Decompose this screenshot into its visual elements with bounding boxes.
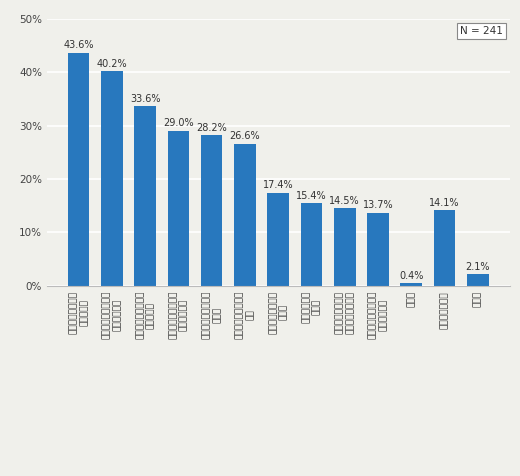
Bar [301, 204, 322, 286]
Text: 29.0%: 29.0% [163, 119, 194, 129]
Text: 専門知識がなくても
投賄ができる: 専門知識がなくても 投賄ができる [102, 291, 122, 339]
Bar [267, 193, 289, 286]
Text: 海外投賄が手軽に
できる: 海外投賄が手軽に できる [268, 291, 288, 334]
Text: 14.5%: 14.5% [329, 196, 360, 206]
Bar [467, 274, 489, 286]
Text: 比較的高い利回りが
期待できる: 比較的高い利回りが 期待できる [136, 291, 155, 339]
Text: 目的に応じて選べる
種類が豊富で: 目的に応じて選べる 種類が豊富で [368, 291, 388, 339]
Text: よくわからない: よくわからない [440, 291, 449, 328]
Text: 購入手続きが簡単で
ある: 購入手続きが簡単で ある [235, 291, 255, 339]
Text: 2.1%: 2.1% [465, 262, 490, 272]
Bar [101, 71, 123, 286]
Text: 無回答: 無回答 [473, 291, 482, 307]
Text: 0.4%: 0.4% [399, 271, 423, 281]
Text: 13.7%: 13.7% [362, 200, 393, 210]
Bar [134, 107, 156, 286]
Bar [167, 131, 189, 286]
Text: 積立て投賄が
できる: 積立て投賄が できる [302, 291, 321, 323]
Text: 少額でも株式投賄の
面白味がある: 少額でも株式投賄の 面白味がある [168, 291, 188, 339]
Text: 14.1%: 14.1% [429, 198, 460, 208]
Text: 定期的に分配金が
受け取れる: 定期的に分配金が 受け取れる [69, 291, 88, 334]
Bar [434, 210, 456, 286]
Text: 15.4%: 15.4% [296, 191, 327, 201]
Text: 40.2%: 40.2% [97, 59, 127, 69]
Text: 28.2%: 28.2% [197, 123, 227, 133]
Bar [68, 53, 89, 286]
Text: 17.4%: 17.4% [263, 180, 293, 190]
Bar [201, 135, 223, 286]
Bar [367, 213, 389, 286]
Text: その他: その他 [407, 291, 415, 307]
Bar [334, 208, 356, 286]
Text: 複利に回る商品が
分配金が自動的に: 複利に回る商品が 分配金が自動的に [335, 291, 355, 334]
Text: 少額でも分散投賄が
できる: 少額でも分散投賄が できる [202, 291, 222, 339]
Text: 33.6%: 33.6% [130, 94, 160, 104]
Text: 43.6%: 43.6% [63, 40, 94, 50]
Bar [234, 144, 256, 286]
Text: N = 241: N = 241 [460, 26, 503, 36]
Text: 26.6%: 26.6% [230, 131, 260, 141]
Bar [400, 284, 422, 286]
